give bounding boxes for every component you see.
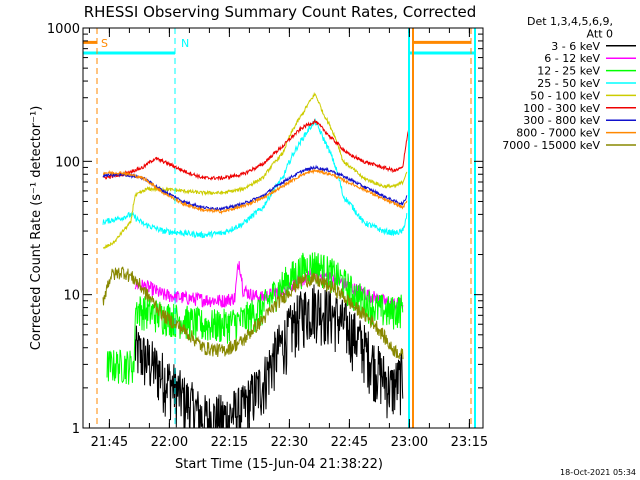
legend-label: 6 - 12 keV (544, 52, 600, 65)
legend-header: Att 0 (587, 27, 613, 40)
y-tick-label: 10 (63, 289, 80, 304)
x-tick-label: 22:30 (271, 435, 308, 450)
axes: 1 10 100 1000 21:45 22:00 22:15 22:30 22:45 23:00… (47, 22, 488, 450)
plot-frame (82, 27, 484, 429)
legend-label: 3 - 6 keV (551, 40, 600, 53)
series-line-7 (103, 168, 408, 215)
y-axis-label: Corrected Count Rate (s⁻¹ detector⁻¹) (29, 106, 44, 351)
x-tick-label: 23:15 (451, 435, 488, 450)
annotation-s: S (101, 37, 108, 50)
series-line-3 (102, 118, 408, 240)
legend-label: 25 - 50 keV (537, 77, 600, 90)
y-tick-label: 100 (55, 155, 80, 170)
legend-label: 800 - 7000 keV (516, 127, 600, 140)
series-line-4 (102, 91, 408, 250)
x-tick-label: 22:15 (211, 435, 248, 450)
series-line-5 (102, 118, 410, 182)
legend-label: 100 - 300 keV (523, 102, 600, 115)
x-tick-label: 21:45 (91, 435, 128, 450)
footer-timestamp: 18-Oct-2021 05:34 (560, 468, 636, 477)
x-tick-label: 22:45 (331, 435, 368, 450)
legend-label: 7000 - 15000 keV (502, 139, 600, 152)
legend-label: 12 - 25 keV (537, 65, 600, 78)
annotation-n: N (181, 37, 189, 50)
series-line-8 (102, 266, 404, 360)
y-tick-label: 1 (72, 422, 80, 437)
legend-header: Det 1,3,4,5,6,9, (527, 15, 613, 28)
x-tick-label: 22:00 (151, 435, 188, 450)
plot-clip-group (83, 28, 476, 428)
y-tick-label: 1000 (47, 22, 80, 37)
x-tick-label: 23:00 (391, 435, 428, 450)
chart-title: RHESSI Observing Summary Count Rates, Co… (84, 3, 477, 21)
legend-label: 50 - 100 keV (530, 89, 600, 102)
legend-label: 300 - 800 keV (523, 114, 600, 127)
series-line-0 (134, 284, 404, 428)
x-axis-label: Start Time (15-Jun-04 21:38:22) (175, 457, 383, 472)
